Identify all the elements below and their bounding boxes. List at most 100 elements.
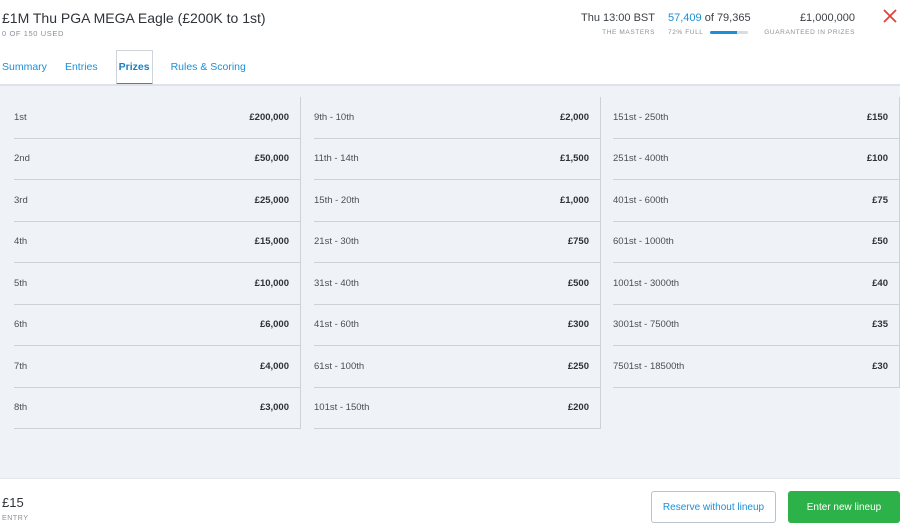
entry-fee: £15 [2,495,24,510]
prize-amount: £30 [872,360,888,372]
prize-row: 21st - 30th £750 [314,222,601,263]
prize-amount: £200,000 [249,111,289,123]
fill-progress [709,31,737,34]
tab-summary[interactable]: Summary [2,61,47,73]
prize-row: 601st - 1000th £50 [613,222,900,263]
prize-amount: £40 [872,277,888,289]
prize-pool-stat: £1,000,000 GUARANTEED IN PRIZES [760,12,855,36]
prize-row: 6th £6,000 [14,305,301,346]
prize-row: 7th £4,000 [14,346,301,388]
prize-row: 251st - 400th £100 [613,139,900,180]
prize-rank: 41st - 60th [314,319,359,331]
prize-row: 101st - 150th £200 [314,388,601,429]
prize-rank: 1001st - 3000th [613,277,680,289]
entries-used: 0 OF 150 USED [2,29,64,38]
prize-amount: £3,000 [259,402,289,414]
prize-row: 5th £10,000 [14,263,301,305]
prize-column-2: 9th - 10th £2,000 11th - 14th £1,500 15th - … [314,97,601,429]
prize-row: 1st £200,000 [14,97,301,139]
prize-pool-label: GUARANTEED IN PRIZES [764,29,855,36]
prize-amount: £1,000 [559,194,589,206]
entries-stat: 57,409 of 79,365 72% FULL [668,12,756,36]
prize-rank: 601st - 1000th [613,236,674,248]
prize-rank: 3rd [14,194,28,206]
prize-column-1: 1st £200,000 2nd £50,000 3rd £25,000 4th £15,00… [14,97,301,429]
prize-rank: 3001st - 7500th [613,319,680,331]
prize-pool: £1,000,000 [799,12,855,24]
prize-amount: £150 [866,111,888,123]
prize-rank: 61st - 100th [314,360,365,372]
prize-rank: 2nd [14,153,30,165]
prize-column-3: 151st - 250th £150 251st - 400th £100 401st … [613,97,900,388]
entries-current: 57,409 [668,12,702,24]
prize-rank: 15th - 20th [314,194,360,206]
prize-amount: £15,000 [254,236,289,248]
prizes-panel: 1st £200,000 2nd £50,000 3rd £25,000 4th £15,00… [0,86,900,478]
fill-label: 72% FULL [668,29,704,36]
close-icon[interactable] [880,6,900,26]
contest-tabs: Summary Entries Prizes Rules & Scoring [0,50,264,86]
tab-rules-scoring[interactable]: Rules & Scoring [170,61,246,73]
enter-new-lineup-button[interactable]: Enter new lineup [788,491,900,523]
prize-amount: £25,000 [254,194,289,206]
prize-amount: £35 [872,319,888,331]
prize-amount: £1,500 [559,153,589,165]
column-divider [300,97,301,429]
prize-row: 401st - 600th £75 [613,180,900,222]
prize-row: 41st - 60th £300 [314,305,601,346]
prize-rank: 9th - 10th [314,111,355,123]
prize-row: 11th - 14th £1,500 [314,139,601,180]
prize-row: 151st - 250th £150 [613,97,900,139]
entries-max: of 79,365 [701,12,751,24]
fill-progress-bar [709,31,748,34]
start-time: Thu 13:00 BST [581,12,655,24]
contest-title: £1M Thu PGA MEGA Eagle (£200K to 1st) [2,10,266,26]
header-divider [0,84,900,86]
prize-amount: £50 [872,236,888,248]
prize-row: 3rd £25,000 [14,180,301,222]
prize-amount: £75 [872,194,888,206]
prize-amount: £50,000 [254,153,289,165]
prize-row: 7501st - 18500th £30 [613,346,900,388]
entry-fee-label: ENTRY [2,515,29,522]
start-time-stat: Thu 13:00 BST THE MASTERS [560,12,655,36]
tab-entries[interactable]: Entries [64,61,98,73]
tab-prizes[interactable]: Prizes [115,50,153,85]
prize-amount: £2,000 [559,111,589,123]
entry-footer: £15 ENTRY Reserve without lineup Enter n… [0,478,900,528]
fill-row: 72% FULL [668,29,756,36]
prize-amount: £10,000 [254,277,289,289]
prize-rank: 31st - 40th [314,277,359,289]
prize-amount: £250 [567,360,589,372]
prize-rank: 401st - 600th [613,194,669,206]
prize-row: 15th - 20th £1,000 [314,180,601,222]
prize-row: 31st - 40th £500 [314,263,601,305]
prize-amount: £300 [567,319,589,331]
event-name: THE MASTERS [602,29,655,36]
prize-row: 3001st - 7500th £35 [613,305,900,346]
prize-row: 1001st - 3000th £40 [613,263,900,305]
prize-amount: £750 [567,236,589,248]
prize-rank: 8th [14,402,28,414]
prize-rank: 4th [14,236,28,248]
prize-row: 8th £3,000 [14,388,301,429]
prize-amount: £6,000 [259,319,289,331]
prize-rank: 151st - 250th [613,111,669,123]
prize-rank: 1st [14,111,27,123]
prize-amount: £4,000 [259,360,289,372]
prize-amount: £200 [567,402,589,414]
prize-amount: £500 [567,277,589,289]
reserve-without-lineup-button[interactable]: Reserve without lineup [651,491,776,523]
prize-rank: 7501st - 18500th [613,360,685,372]
prize-row: 9th - 10th £2,000 [314,97,601,139]
prize-amount: £100 [866,153,888,165]
prize-rank: 5th [14,277,28,289]
prize-rank: 101st - 150th [314,402,370,414]
prize-row: 61st - 100th £250 [314,346,601,388]
prize-rank: 251st - 400th [613,153,669,165]
prize-rank: 21st - 30th [314,236,359,248]
contest-header: £1M Thu PGA MEGA Eagle (£200K to 1st) 0 … [0,0,900,86]
prize-row: 4th £15,000 [14,222,301,263]
prize-rank: 11th - 14th [314,153,359,165]
column-divider [600,97,601,429]
